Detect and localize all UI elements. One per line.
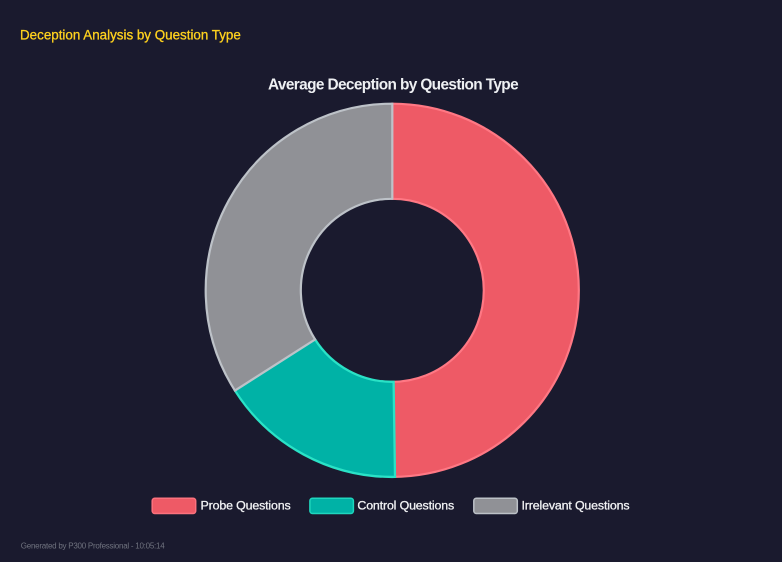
svg-text:Irrelevant Questions: Irrelevant Questions xyxy=(522,498,630,512)
svg-text:Control Questions: Control Questions xyxy=(357,498,454,512)
svg-text:Deception Analysis by Question: Deception Analysis by Question Type xyxy=(20,28,241,43)
svg-text:Average Deception by Question: Average Deception by Question Type xyxy=(268,76,519,93)
svg-text:Probe Questions: Probe Questions xyxy=(201,498,291,512)
svg-text:Generated by P300 Professional: Generated by P300 Professional - 10:05:1… xyxy=(21,542,165,551)
